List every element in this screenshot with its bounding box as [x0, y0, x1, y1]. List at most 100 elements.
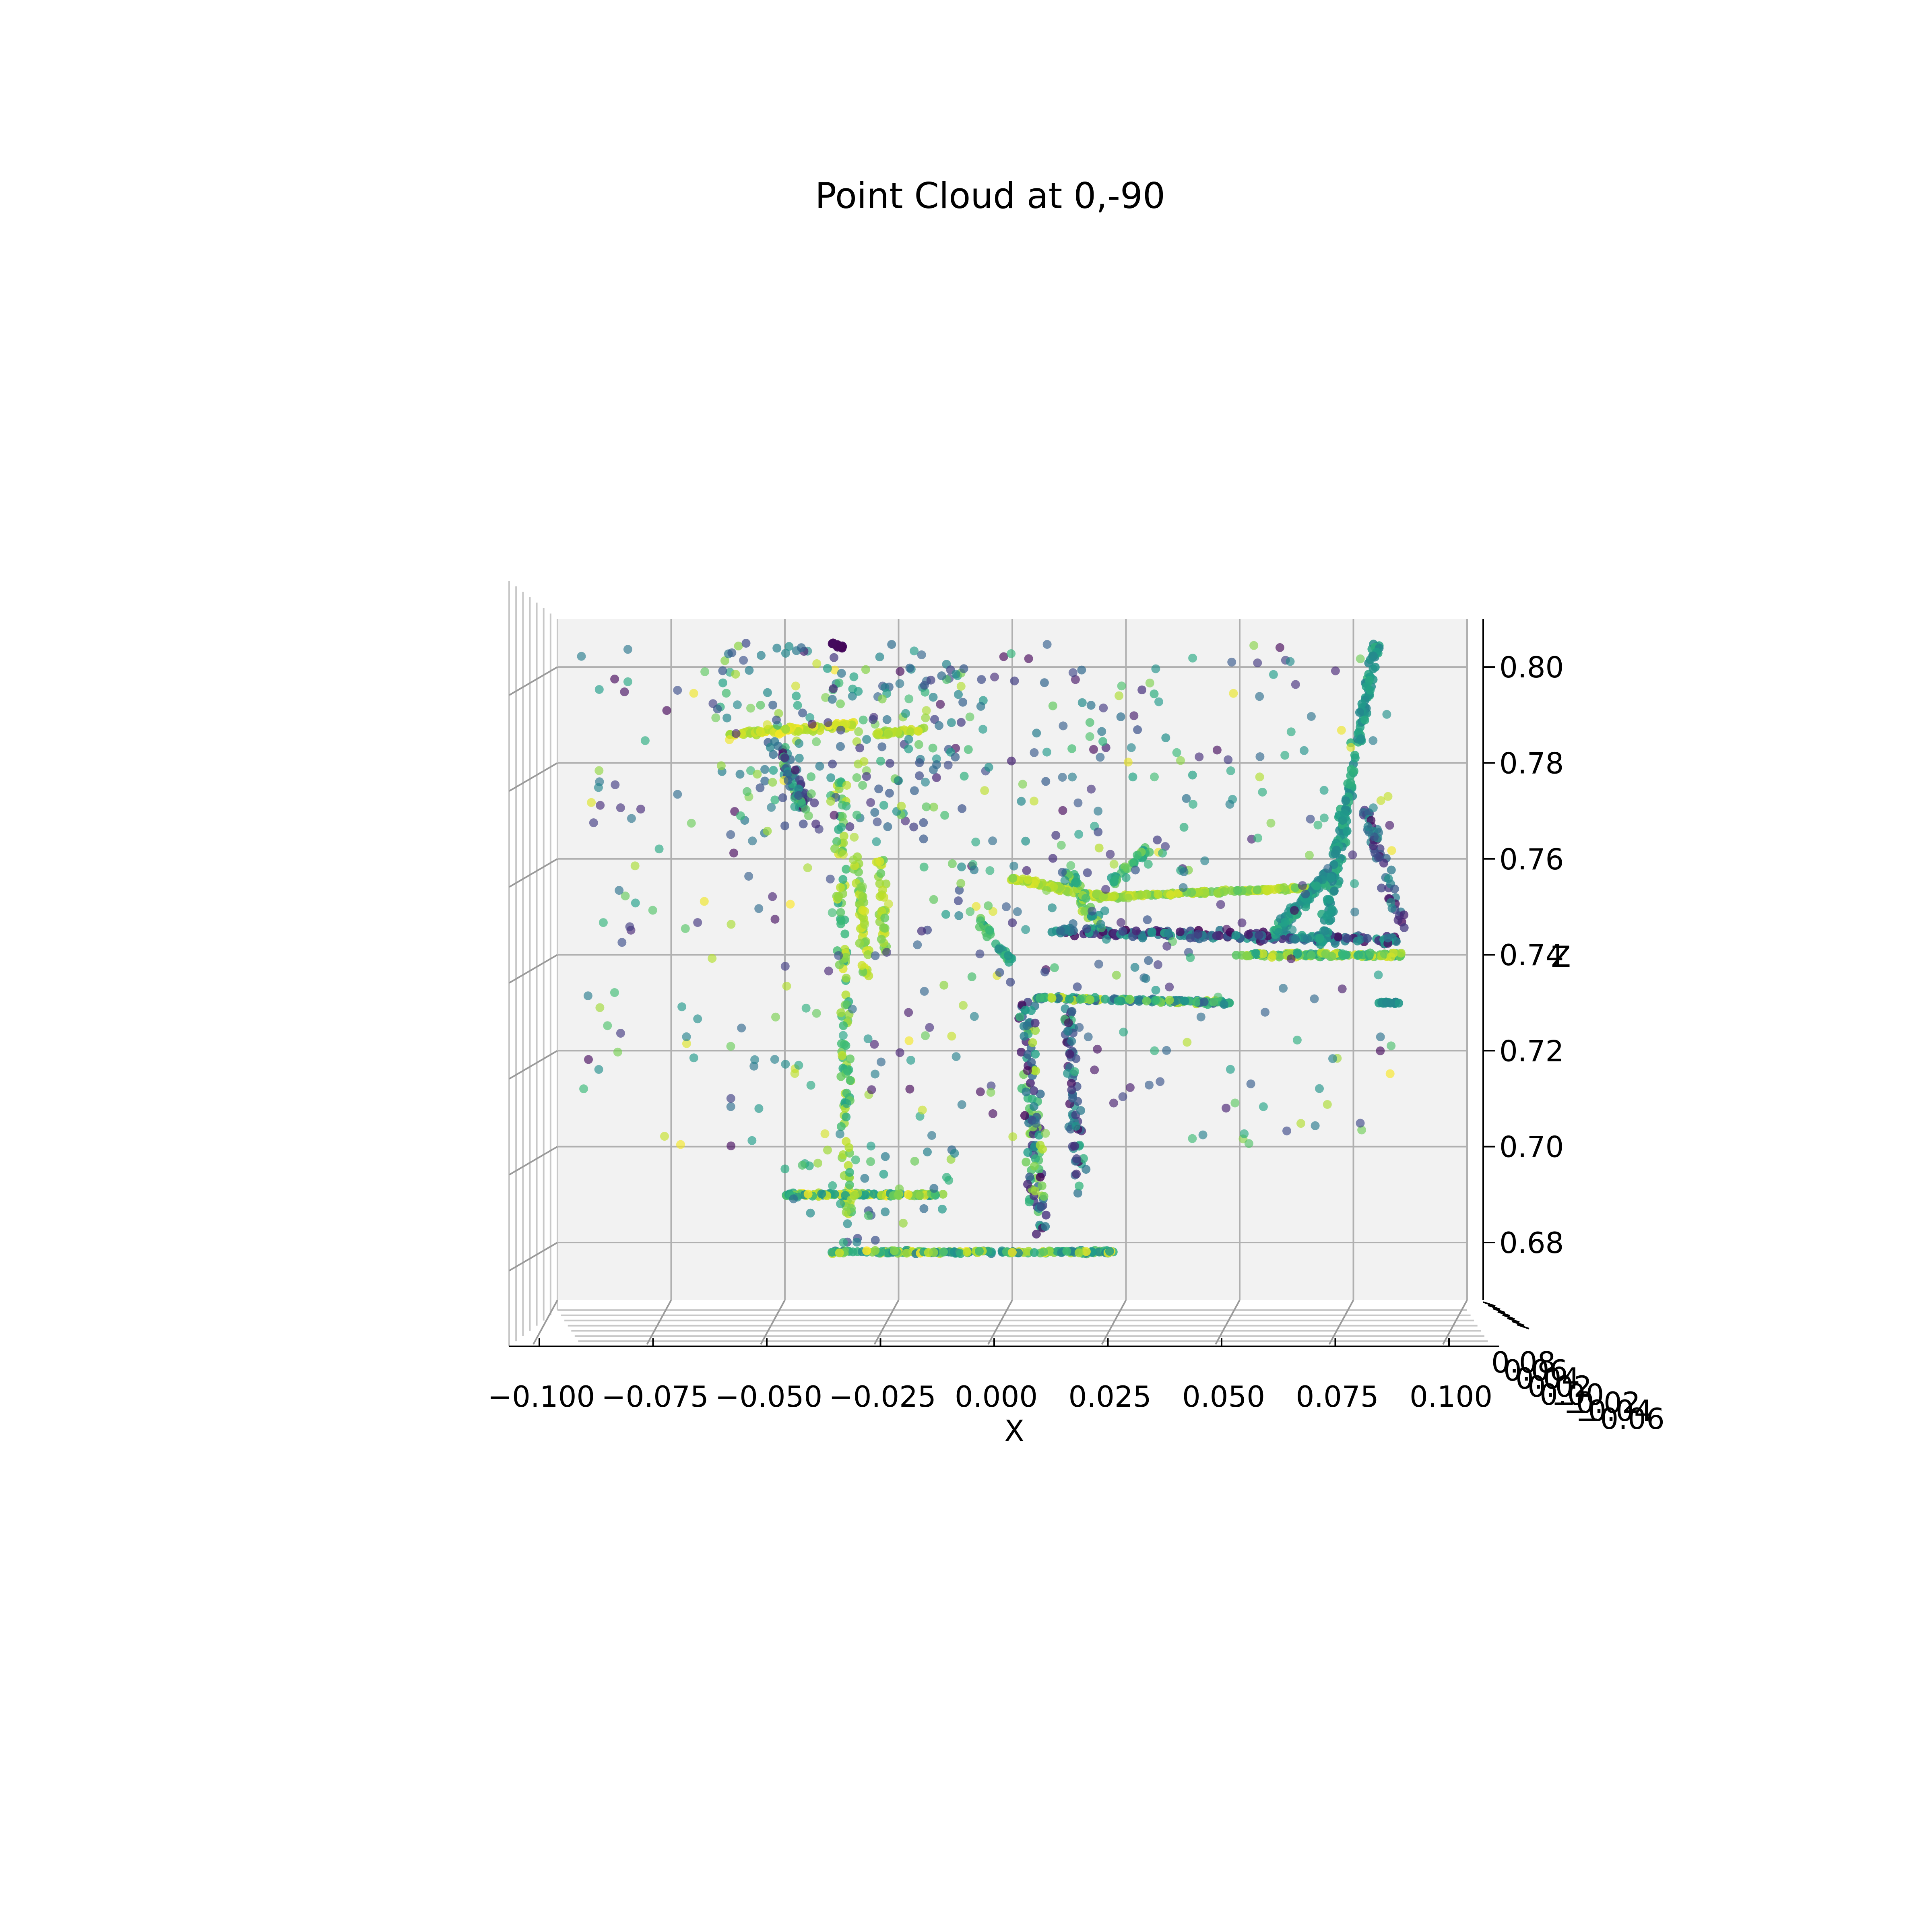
data-point	[1023, 1066, 1032, 1075]
data-point	[771, 1012, 780, 1022]
data-point	[615, 886, 624, 895]
data-point	[1321, 926, 1330, 935]
data-point	[727, 920, 736, 929]
data-point	[603, 1021, 612, 1030]
data-point	[729, 848, 738, 858]
data-point	[772, 644, 782, 653]
data-point	[722, 713, 732, 722]
data-point	[1035, 993, 1044, 1003]
data-point	[700, 667, 710, 676]
data-point	[1153, 960, 1162, 969]
data-point	[956, 682, 966, 691]
data-point	[967, 972, 976, 981]
data-point	[896, 667, 905, 676]
data-point	[842, 974, 851, 983]
data-point	[1363, 822, 1373, 831]
data-point	[1368, 664, 1378, 673]
data-point	[1098, 737, 1107, 746]
data-point	[960, 772, 969, 781]
data-point	[962, 1248, 972, 1257]
data-point	[1036, 1202, 1046, 1212]
data-point	[743, 787, 751, 796]
data-point	[836, 742, 845, 751]
data-point	[806, 1081, 815, 1090]
data-point	[662, 706, 671, 715]
y-tick-mark	[1492, 1308, 1505, 1313]
z-tick-label: 0.68	[1499, 1226, 1564, 1260]
data-point	[1073, 982, 1082, 991]
data-point	[846, 1195, 856, 1204]
data-point	[1151, 664, 1160, 673]
data-point	[803, 863, 812, 872]
data-point	[1123, 758, 1133, 767]
data-point	[835, 1129, 844, 1139]
data-point	[807, 772, 816, 781]
data-point	[1354, 950, 1363, 960]
data-point	[864, 1211, 873, 1220]
data-point	[746, 766, 755, 775]
data-point	[1031, 1066, 1040, 1075]
z-axis-ticks: 0.68 0.70 0.72 0.74 0.76 0.78 0.80	[1483, 650, 1564, 1260]
data-point	[1031, 1154, 1040, 1163]
data-point	[858, 781, 867, 790]
data-point	[770, 914, 780, 924]
data-point	[1027, 1058, 1036, 1067]
data-point	[909, 822, 919, 832]
data-point	[1007, 756, 1016, 766]
data-point	[1346, 778, 1355, 787]
side-gridline	[508, 666, 558, 696]
data-point	[599, 918, 608, 927]
data-point	[1214, 993, 1223, 1002]
data-point	[860, 920, 869, 929]
data-point	[1282, 1126, 1291, 1135]
data-point	[1360, 715, 1370, 724]
data-point	[1008, 918, 1017, 927]
data-point	[770, 1055, 779, 1064]
data-point	[1068, 668, 1077, 677]
data-point	[970, 865, 979, 875]
data-point	[616, 803, 625, 812]
data-point	[737, 1024, 746, 1033]
data-point	[1262, 885, 1271, 894]
data-point	[824, 718, 833, 727]
data-point	[1363, 934, 1372, 943]
data-point	[801, 1003, 811, 1013]
data-point	[1150, 689, 1159, 698]
data-point	[877, 694, 887, 704]
data-point	[594, 766, 604, 775]
data-point	[881, 1152, 890, 1161]
data-point	[1017, 797, 1026, 806]
data-point	[623, 677, 632, 686]
data-point	[1399, 910, 1409, 920]
data-point	[1030, 797, 1038, 806]
data-point	[594, 783, 603, 792]
data-point	[617, 938, 627, 947]
data-point	[904, 1036, 914, 1045]
data-point	[583, 991, 592, 1001]
data-point	[952, 1052, 961, 1061]
data-point	[920, 681, 929, 690]
data-point	[1340, 809, 1349, 818]
data-point	[768, 700, 778, 710]
data-point	[857, 961, 867, 970]
data-point	[804, 811, 813, 820]
data-point	[905, 663, 914, 673]
data-point	[1076, 1106, 1085, 1115]
data-point	[794, 1061, 803, 1070]
data-point	[780, 753, 789, 762]
data-point	[1030, 1187, 1040, 1196]
data-point	[754, 1104, 764, 1113]
data-point	[1105, 1247, 1114, 1256]
data-point	[693, 918, 702, 927]
data-point	[921, 687, 930, 697]
data-point	[1288, 925, 1297, 935]
data-point	[1067, 744, 1077, 753]
data-point	[1192, 998, 1201, 1007]
data-point	[1024, 875, 1033, 884]
data-point	[741, 639, 751, 648]
side-gridline	[508, 1146, 558, 1176]
data-point	[922, 706, 931, 715]
data-point	[1141, 974, 1150, 983]
data-point	[846, 1054, 855, 1063]
data-point	[823, 1146, 832, 1155]
